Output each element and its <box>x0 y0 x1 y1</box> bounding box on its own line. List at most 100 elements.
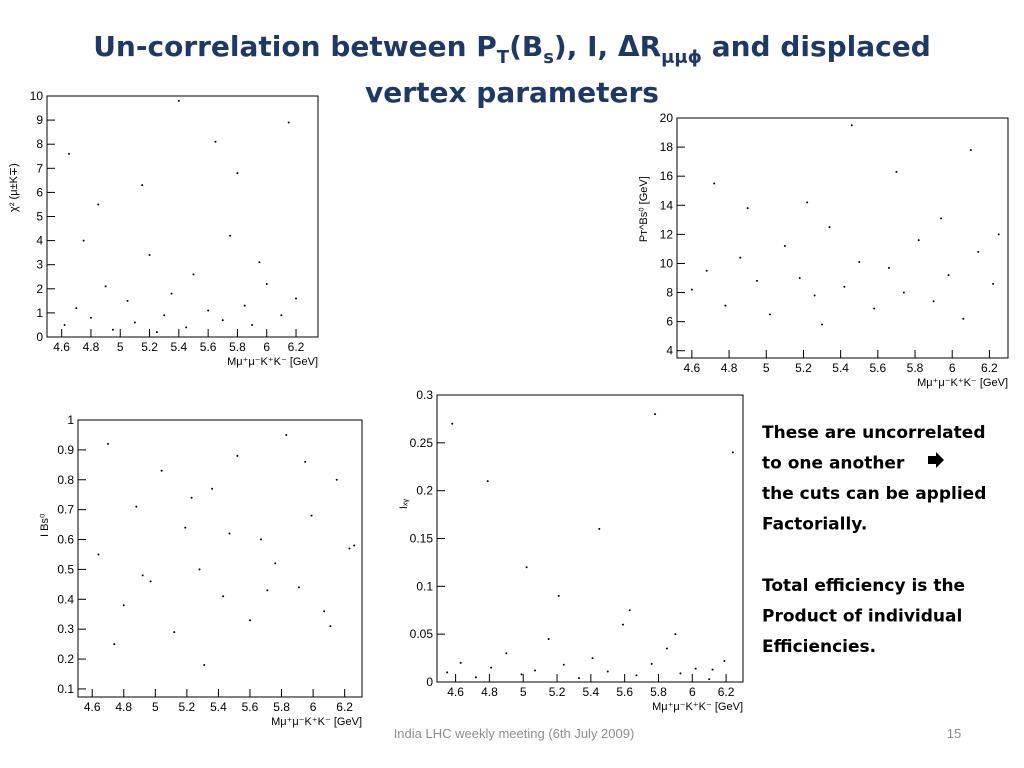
point <box>63 323 66 326</box>
x-tick-label: 5.8 <box>650 685 667 699</box>
point <box>97 553 100 556</box>
point <box>207 309 210 312</box>
y-tick-label: 1 <box>67 413 74 427</box>
point <box>122 604 125 607</box>
scatter-plot: 4.6 4.8 5 5.2 5.4 5.6 5.8 6 6.2 4 6 8 10 12 14 16 18 20 Mμ… <box>612 111 1012 389</box>
point <box>170 292 173 295</box>
page-number: 15 <box>947 726 961 741</box>
point <box>126 299 129 302</box>
y-tick-label: 0.6 <box>57 533 74 547</box>
point <box>783 245 786 247</box>
point <box>287 121 290 124</box>
point <box>578 677 581 680</box>
point <box>902 291 905 294</box>
point <box>203 664 206 667</box>
point <box>547 637 550 640</box>
title-text: Un-correlation between P <box>93 30 497 63</box>
point <box>628 609 631 612</box>
point <box>723 659 726 662</box>
y-tick-label: 14 <box>660 198 674 212</box>
point <box>323 610 326 613</box>
point <box>694 667 697 670</box>
x-tick-label: 5 <box>520 685 527 699</box>
point <box>505 652 508 655</box>
x-tick-label: 4.8 <box>481 685 498 699</box>
point <box>243 304 246 307</box>
point <box>104 285 107 288</box>
x-tick-label: 6.2 <box>718 685 735 699</box>
x-tick-label: 5 <box>152 700 159 714</box>
y-tick-label: 0.2 <box>57 652 74 666</box>
point <box>173 631 176 634</box>
y-tick-label: 0.4 <box>57 592 74 606</box>
x-tick-label: 6 <box>263 340 270 354</box>
y-tick-label: 0.3 <box>416 388 433 402</box>
y-tick-label: 16 <box>660 169 674 183</box>
point <box>446 671 449 674</box>
x-tick-label: 6.2 <box>288 340 305 354</box>
point <box>221 319 224 322</box>
y-tick-label: 20 <box>660 111 674 125</box>
x-tick-label: 5 <box>763 361 770 375</box>
x-tick-label: 5 <box>117 340 124 354</box>
x-tick-label: 6 <box>310 700 317 714</box>
plot-frame <box>676 117 1009 359</box>
point <box>650 662 653 665</box>
point <box>295 297 298 300</box>
y-tick-label: 4 <box>36 234 43 248</box>
point <box>690 288 693 291</box>
x-tick-label: 5.8 <box>907 361 924 375</box>
point <box>89 316 92 319</box>
y-tick-label: 9 <box>36 113 43 127</box>
y-tick-label: 2 <box>36 282 43 296</box>
point <box>486 480 489 483</box>
point <box>813 294 816 297</box>
point <box>711 668 714 671</box>
point <box>992 282 995 285</box>
point <box>520 673 523 676</box>
y-tick-label: 12 <box>660 227 674 241</box>
point <box>679 672 682 675</box>
x-tick-label: 5.4 <box>832 361 849 375</box>
point <box>557 594 560 597</box>
point <box>474 676 477 679</box>
point <box>635 674 638 677</box>
x-tick-label: 5.2 <box>795 361 812 375</box>
point <box>969 149 972 151</box>
point <box>828 226 831 229</box>
x-tick-label: 4.8 <box>83 340 100 354</box>
point <box>739 256 742 259</box>
point <box>591 657 594 660</box>
x-tick-label: 5.4 <box>583 685 600 699</box>
point <box>705 269 708 272</box>
point <box>148 254 151 257</box>
note-line: These are uncorrelated <box>762 423 985 443</box>
scatter-plot: 4.6 4.8 5 5.2 5.4 5.6 5.8 6 6.2 0.1 0.2 0.3 0.4 0.5 0.… <box>26 412 370 742</box>
x-tick-label: 4.8 <box>721 361 738 375</box>
point <box>192 273 195 276</box>
note-line: to one another <box>762 454 905 474</box>
point <box>141 574 144 577</box>
note-line: Product of individual <box>762 607 962 627</box>
point <box>285 433 288 436</box>
y-axis-label: Pᴛ^Bs⁰ [GeV] <box>638 176 650 242</box>
y-axis-label: I Bs⁰ <box>39 513 51 537</box>
y-tick-label: 0 <box>36 330 43 344</box>
point <box>798 277 801 279</box>
point <box>304 460 307 463</box>
point <box>177 99 180 102</box>
title-sub: μμϕ <box>661 47 702 68</box>
point <box>111 328 114 331</box>
point <box>947 274 950 277</box>
point <box>348 547 351 550</box>
point <box>113 643 116 646</box>
y-tick-label: 0.1 <box>416 579 433 593</box>
point <box>621 623 624 626</box>
plot-frame <box>77 419 363 698</box>
y-axis-label: Iₓᵧ <box>398 498 410 509</box>
point <box>329 625 332 628</box>
y-tick-label: 18 <box>660 140 674 154</box>
x-axis-label: Mμ⁺μ⁻K⁺K⁻ [GeV] <box>917 377 1008 389</box>
point <box>190 496 193 499</box>
